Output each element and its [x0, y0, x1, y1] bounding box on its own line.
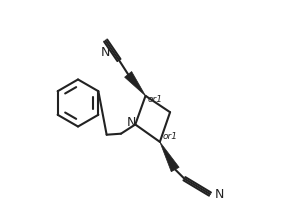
Polygon shape [160, 142, 179, 172]
Text: N: N [127, 116, 136, 129]
Text: or1: or1 [148, 95, 163, 104]
Text: or1: or1 [163, 132, 178, 141]
Text: N: N [101, 46, 110, 59]
Polygon shape [125, 71, 146, 96]
Text: N: N [214, 187, 224, 201]
